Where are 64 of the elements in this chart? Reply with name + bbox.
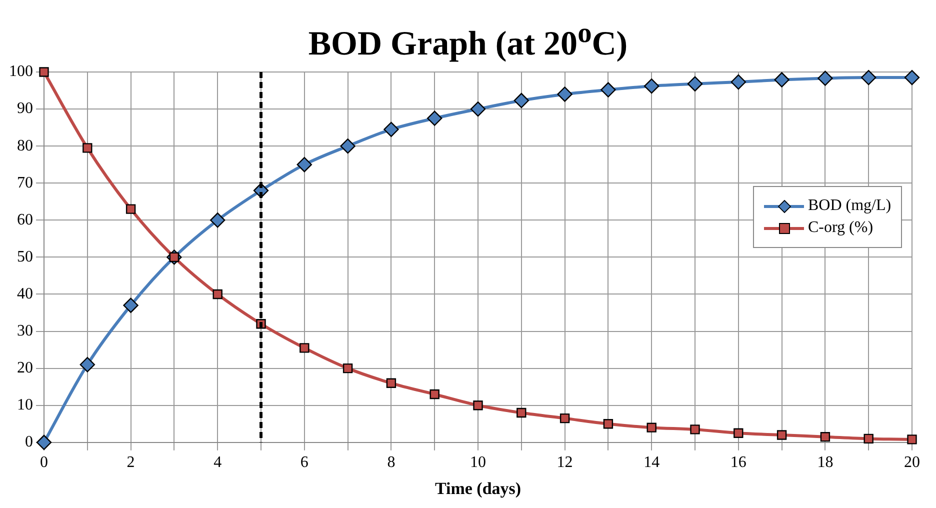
y-tick-label: 100	[9, 63, 33, 80]
point	[384, 122, 399, 138]
point	[427, 110, 442, 126]
point	[907, 434, 917, 444]
x-tick-label: 10	[470, 454, 486, 472]
legend-label: C-org (%)	[808, 219, 874, 238]
x-tick-label: 4	[214, 454, 222, 472]
point	[36, 434, 52, 450]
y-tick-label: 20	[17, 360, 33, 377]
point	[342, 363, 353, 374]
y-tick-label: 40	[17, 285, 33, 302]
y-tick-label: 0	[25, 434, 33, 451]
x-tick-label: 0	[40, 454, 48, 472]
y-tick-label: 60	[17, 211, 33, 228]
x-tick-label: 18	[817, 454, 834, 472]
point	[690, 424, 700, 434]
point	[904, 70, 920, 86]
y-tick-label: 80	[17, 137, 33, 154]
point	[470, 101, 486, 117]
point	[734, 428, 744, 438]
point	[514, 92, 529, 108]
point	[210, 212, 226, 228]
point	[473, 400, 483, 410]
x-tick-label: 16	[730, 454, 746, 472]
point	[296, 157, 312, 172]
y-tick-label: 70	[17, 174, 33, 192]
point	[126, 204, 136, 214]
chart-title: BOD Graph (at 20$^{o}$C)	[307, 18, 629, 64]
point	[687, 76, 703, 92]
point	[82, 143, 92, 153]
point	[340, 138, 356, 154]
legend-label: BOD (mg/L)	[808, 197, 892, 216]
x-tick-label: 2	[126, 454, 135, 472]
point	[430, 389, 440, 400]
point	[557, 86, 572, 102]
point	[39, 67, 49, 77]
x-tick-label: 12	[556, 454, 573, 472]
y-tick-label: 50	[17, 248, 33, 266]
x-axis-title: Time (days)	[434, 479, 522, 498]
point	[861, 70, 876, 86]
point	[646, 422, 656, 432]
point	[516, 408, 526, 418]
point	[776, 430, 787, 440]
x-tick-label: 8	[387, 454, 396, 472]
point	[386, 378, 396, 388]
y-tick-label: 30	[17, 322, 33, 340]
point	[123, 298, 138, 313]
point	[80, 357, 95, 372]
point	[600, 82, 616, 98]
point	[864, 434, 874, 444]
x-tick-label: 14	[644, 454, 660, 472]
point	[730, 74, 746, 90]
point	[774, 72, 790, 88]
x-tick-label: 6	[300, 454, 308, 472]
x-tick-label: 20	[904, 454, 920, 472]
point	[212, 289, 222, 300]
point	[560, 413, 570, 424]
y-tick-label: 10	[17, 396, 33, 414]
y-tick-label: 90	[17, 100, 33, 118]
point	[820, 432, 830, 442]
point	[603, 419, 614, 429]
point	[644, 78, 660, 94]
point	[818, 70, 833, 86]
point	[300, 343, 310, 353]
